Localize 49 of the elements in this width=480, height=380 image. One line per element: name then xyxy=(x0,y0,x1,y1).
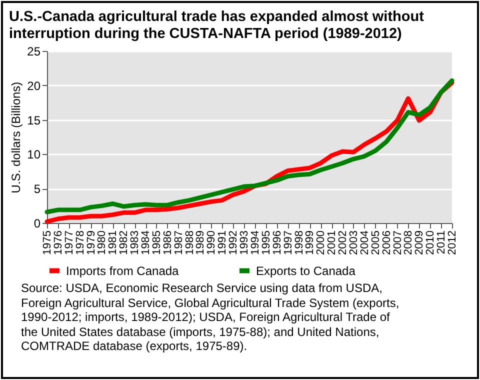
x-tick-label: 1985 xyxy=(150,230,163,255)
x-tick-label: 1979 xyxy=(85,230,98,255)
x-tick-label: 2009 xyxy=(414,230,426,255)
x-tick-label: 1982 xyxy=(118,230,130,255)
y-tick-label: 5 xyxy=(34,182,41,196)
x-tick-label: 1991 xyxy=(216,230,229,255)
x-tick-label: 1995 xyxy=(260,230,272,255)
x-tick-label: 1996 xyxy=(271,230,284,255)
x-tick-label: 1998 xyxy=(293,230,306,255)
x-tick-label: 1984 xyxy=(140,230,152,255)
x-tick-label: 1980 xyxy=(96,230,108,255)
legend-label: Exports to Canada xyxy=(256,264,356,278)
x-tick-label: 1978 xyxy=(74,230,86,255)
x-tick-label: 1993 xyxy=(238,230,251,255)
x-tick-label: 2000 xyxy=(315,230,328,255)
x-tick-label: 2001 xyxy=(326,230,338,255)
y-tick-label: 20 xyxy=(27,78,41,93)
x-tick-label: 1997 xyxy=(282,230,294,255)
x-tick-label: 1983 xyxy=(129,230,142,255)
x-tick-label: 2005 xyxy=(370,230,382,255)
x-tick-label: 1986 xyxy=(162,230,174,255)
x-tick-label: 2003 xyxy=(348,230,360,255)
x-tick-label: 1990 xyxy=(206,230,218,255)
chart-title: U.S.-Canada agricultural trade has expanded almost without interruption during the CUSTA-NAFTA period (1989-2012) xyxy=(9,9,425,43)
legend-label: Imports from Canada xyxy=(66,264,180,278)
x-tick-label: 2008 xyxy=(402,230,415,255)
x-tick-label: 2011 xyxy=(436,230,448,254)
x-tick-label: 2010 xyxy=(424,230,437,255)
x-tick-label: 1976 xyxy=(52,230,64,255)
x-tick-label: 1977 xyxy=(63,230,76,255)
y-tick-label: 15 xyxy=(27,113,41,128)
x-tick-label: 1981 xyxy=(107,230,120,255)
x-tick-label: 1975 xyxy=(42,230,54,255)
y-tick-label: 10 xyxy=(27,148,41,162)
x-tick-label: 1992 xyxy=(228,230,240,255)
x-tick-label: 1994 xyxy=(249,230,262,255)
y-tick-label: 25 xyxy=(27,44,41,58)
x-tick-label: 2007 xyxy=(392,230,404,255)
x-tick-label: 1999 xyxy=(304,230,316,255)
y-tick-label: 0 xyxy=(34,216,41,230)
x-tick-label: 1989 xyxy=(194,230,207,255)
y-axis-title: U.S. dollars (Billions) xyxy=(9,82,24,194)
x-tick-label: 2004 xyxy=(358,230,371,255)
x-tick-label: 2012 xyxy=(446,230,458,255)
x-tick-label: 2002 xyxy=(337,230,350,255)
source-note: Source: USDA, Economic Research Service using data from USDA, Foreign Agricultural Service, Global Agricultural Trade System (exports, 1990-2012; imports, 1989-2012); USDA, Foreign Agricultural Trade of the United States database (imports, 1975-88); and United Nations, COMTRADE database (exports, 1975-89). xyxy=(21,281,400,354)
x-tick-label: 1988 xyxy=(184,230,196,255)
x-tick-label: 1987 xyxy=(172,230,185,255)
x-tick-label: 2006 xyxy=(380,230,393,255)
